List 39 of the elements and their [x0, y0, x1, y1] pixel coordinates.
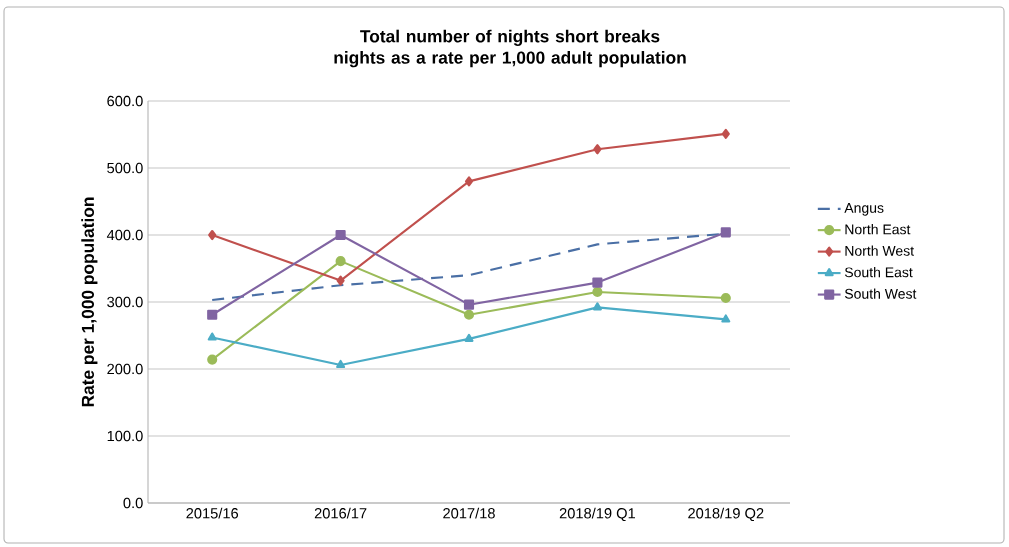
y-axis-title: Rate per 1,000 population — [81, 197, 98, 407]
legend-label: North West — [845, 245, 914, 256]
point — [336, 359, 346, 369]
point — [463, 309, 475, 320]
point — [207, 309, 218, 320]
point — [720, 227, 731, 238]
y-tick-label: 100.0 — [107, 430, 143, 442]
point — [207, 332, 217, 341]
point — [207, 354, 218, 365]
y-tick-label: 400.0 — [106, 229, 143, 241]
x-tick-label: 2018/19 Q1 — [559, 507, 635, 522]
x-tick-label: 2016/17 — [314, 507, 367, 519]
point — [335, 229, 346, 241]
point — [720, 292, 731, 304]
legend-label: Angus — [844, 203, 884, 216]
point — [593, 144, 602, 155]
legend-label: South West — [844, 288, 917, 299]
point — [592, 277, 603, 288]
point — [336, 275, 345, 286]
x-tick-label: 2015/16 — [186, 507, 239, 519]
y-tick-label: 300.0 — [107, 296, 143, 308]
y-tick-label: 0.0 — [123, 497, 143, 509]
point — [208, 229, 217, 241]
y-tick-label: 600.0 — [107, 95, 143, 107]
legend-label: North East — [845, 224, 911, 235]
chart-title: Total number of nights short breaks nights as a rate per 1,000 adult population — [334, 29, 686, 68]
point — [721, 128, 730, 139]
point — [464, 176, 474, 187]
x-tick-label: 2018/19 Q2 — [688, 507, 764, 522]
point — [335, 256, 346, 267]
y-tick-label: 200.0 — [107, 363, 143, 375]
point — [592, 302, 602, 311]
y-tick-label: 500.0 — [107, 162, 143, 174]
point — [592, 286, 603, 298]
point — [721, 314, 731, 323]
x-tick-label: 2017/18 — [443, 507, 495, 519]
point — [463, 299, 475, 310]
point — [464, 333, 474, 342]
legend-label: South East — [844, 267, 913, 278]
